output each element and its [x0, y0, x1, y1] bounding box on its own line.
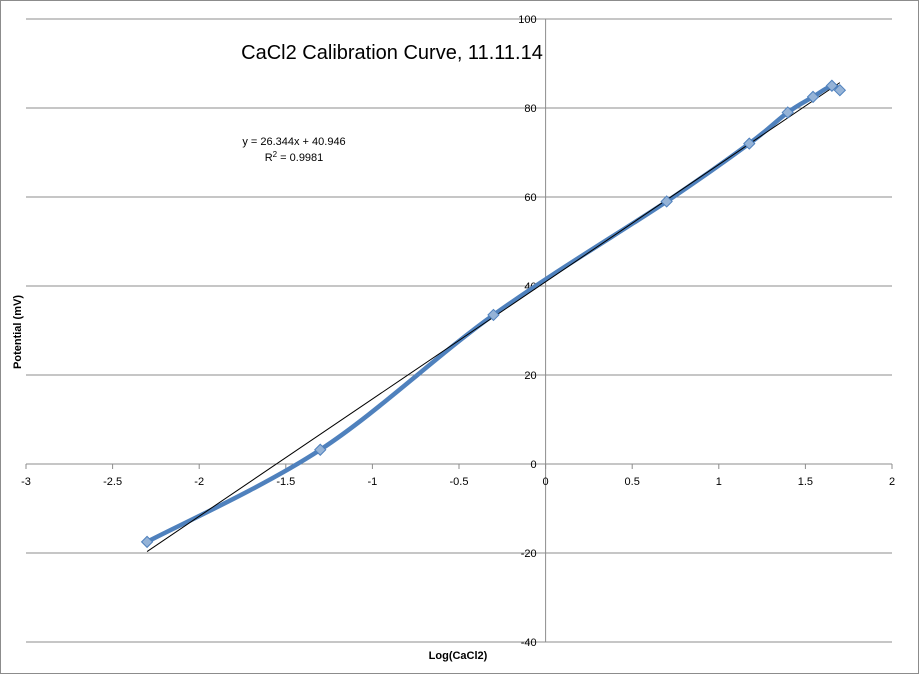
- r-squared-prefix: R: [265, 152, 273, 164]
- gridlines: [26, 18, 892, 643]
- y-tick-label: 100: [518, 14, 536, 26]
- x-tick-label: -2: [194, 476, 204, 488]
- x-tick-label: -1.5: [276, 476, 295, 488]
- y-tick-label: -40: [521, 637, 537, 649]
- x-tick-label: 2: [889, 476, 895, 488]
- tick-marks: [25, 18, 893, 643]
- data-point: [743, 137, 756, 150]
- r-squared-superscript: 2: [273, 150, 278, 159]
- trendline-equation: y = 26.344x + 40.946: [242, 136, 345, 148]
- y-tick-label: 60: [524, 192, 536, 204]
- y-tick-label: 20: [524, 370, 536, 382]
- x-axis-title: Log(CaCl2): [429, 650, 488, 662]
- y-axis-title: Potential (mV): [12, 295, 24, 369]
- marker-layer: [140, 79, 847, 549]
- x-tick-label: -1: [368, 476, 378, 488]
- y-tick-label: -20: [521, 548, 537, 560]
- data-point: [833, 83, 847, 97]
- data-point: [140, 535, 154, 549]
- data-point: [781, 106, 794, 119]
- x-tick-label: 0.5: [625, 476, 640, 488]
- chart-title: CaCl2 Calibration Curve, 11.11.14: [241, 42, 543, 64]
- x-tick-label: -3: [21, 476, 31, 488]
- data-point: [314, 443, 327, 456]
- r-squared-label: R2 = 0.9981: [265, 150, 324, 164]
- data-point: [825, 79, 839, 92]
- x-tick-label: 1.5: [798, 476, 813, 488]
- tick-labels: -3 -2.5 -2 -1.5 -1 -0.5 0 0.5 1 1.5 2-40-200204060…: [21, 14, 895, 649]
- x-tick-label: -0.5: [450, 476, 469, 488]
- data-point: [487, 308, 500, 322]
- r-squared-value: = 0.9981: [277, 152, 323, 164]
- axes: [26, 19, 892, 642]
- y-tick-label: 80: [524, 103, 536, 115]
- y-tick-label: 0: [530, 459, 536, 471]
- data-point: [806, 90, 820, 104]
- x-tick-label: 1: [716, 476, 722, 488]
- x-tick-label: 0: [543, 476, 549, 488]
- x-tick-label: -2.5: [103, 476, 122, 488]
- data-point: [660, 195, 673, 208]
